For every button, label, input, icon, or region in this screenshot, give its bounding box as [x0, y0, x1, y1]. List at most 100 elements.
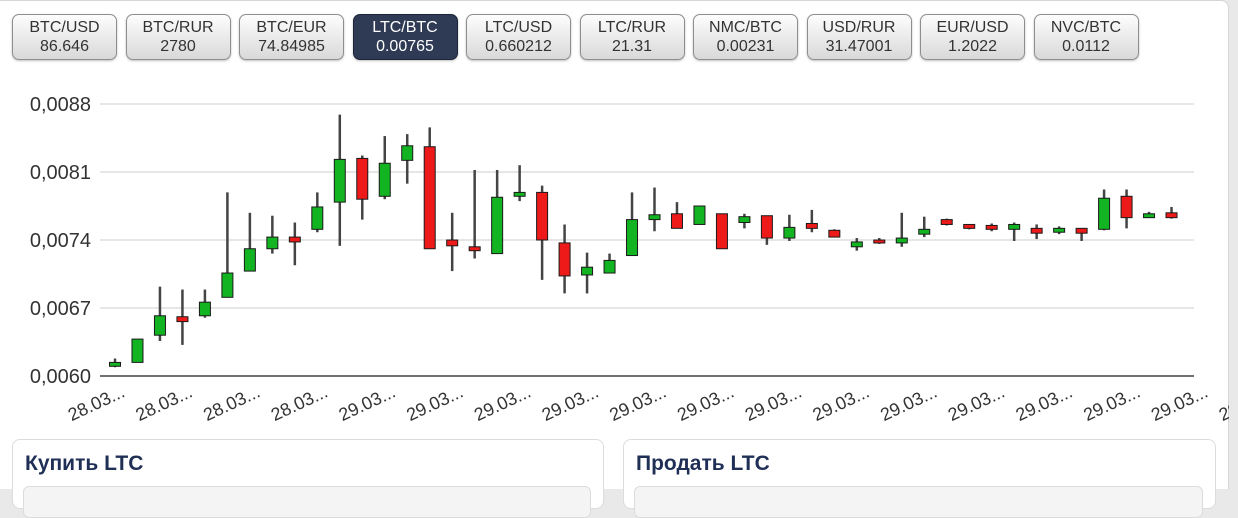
- x-tick-label: 29.03...: [877, 381, 940, 425]
- candle-body: [153, 315, 166, 336]
- candle-body: [198, 301, 211, 317]
- candle-up: [581, 252, 594, 294]
- candle-up: [109, 358, 121, 368]
- pair-tab-usd-rur[interactable]: USD/RUR 31.47001: [806, 14, 912, 60]
- x-tick-label: 29.03...: [674, 381, 737, 425]
- candle-down: [985, 223, 998, 232]
- candle-down: [1075, 227, 1088, 241]
- pair-tab-nmc-btc[interactable]: NMC/BTC 0.00231: [693, 14, 798, 60]
- pair-rate: 74.84985: [258, 38, 325, 55]
- candle-body: [603, 259, 616, 274]
- x-tick-label: 29.03...: [336, 381, 399, 425]
- sell-form: [634, 486, 1203, 518]
- candle-body: [670, 213, 683, 229]
- candle-body: [1120, 195, 1133, 219]
- candle-up: [198, 289, 211, 318]
- candle-up: [693, 205, 706, 225]
- x-tick-label: 28.03...: [268, 381, 331, 425]
- candle-up: [626, 192, 639, 257]
- candle-up: [783, 214, 796, 241]
- candle-up: [221, 192, 234, 298]
- candle-up: [153, 286, 166, 342]
- x-tick-label: 29.03...: [1013, 381, 1076, 425]
- pair-tab-ltc-usd[interactable]: LTC/USD 0.660212: [466, 14, 571, 60]
- candle-up: [491, 170, 504, 255]
- pair-rate: 0.00231: [716, 38, 775, 55]
- candle-up: [918, 216, 931, 238]
- x-tick-label: 29.03...: [606, 381, 669, 425]
- candle-body: [243, 248, 256, 272]
- candle-body: [266, 236, 279, 250]
- y-tick-label: 0,0088: [30, 94, 91, 116]
- candle-body: [940, 219, 953, 225]
- x-tick-label: 29.03...: [1148, 381, 1211, 425]
- candle-down: [963, 223, 976, 230]
- candle-body: [176, 316, 189, 323]
- candle-body: [918, 228, 931, 235]
- candle-body: [468, 246, 481, 252]
- candle-body: [356, 157, 369, 200]
- candle-up: [850, 238, 863, 251]
- pair-name: EUR/USD: [936, 19, 1009, 36]
- candle-up: [333, 114, 346, 246]
- pair-name: LTC/BTC: [372, 19, 438, 36]
- candle-body: [693, 205, 706, 225]
- pair-tab-btc-eur[interactable]: BTC/EUR 74.84985: [239, 14, 344, 60]
- x-tick-label: 28.03...: [200, 381, 263, 425]
- candle-up: [1143, 211, 1156, 219]
- pair-rate: 21.31: [611, 38, 653, 55]
- candle-body: [738, 216, 751, 224]
- candle-body: [311, 206, 324, 230]
- candle-body: [985, 224, 998, 230]
- pair-rate: 2780: [160, 38, 196, 55]
- candle-body: [1143, 213, 1156, 219]
- candle-down: [1165, 206, 1178, 219]
- pair-tab-eur-usd[interactable]: EUR/USD 1.2022: [920, 14, 1025, 60]
- candle-body: [1030, 227, 1043, 234]
- candle-body: [536, 191, 549, 241]
- candle-down: [468, 170, 481, 259]
- pair-tab-btc-rur[interactable]: BTC/RUR 2780: [125, 14, 231, 60]
- candle-body: [581, 266, 594, 276]
- candle-body: [513, 191, 526, 197]
- pair-name: BTC/RUR: [142, 19, 214, 36]
- pair-name: LTC/USD: [484, 19, 553, 36]
- pair-rate: 0.660212: [485, 38, 552, 55]
- pair-tab-btc-usd[interactable]: BTC/USD 86.646: [12, 14, 117, 60]
- candle-up: [603, 253, 616, 274]
- candle-down: [176, 289, 189, 345]
- x-tick-label: 29.03...: [471, 381, 534, 425]
- candle-body: [401, 145, 414, 161]
- pair-rate: 0.00765: [376, 38, 434, 55]
- candle-down: [1120, 189, 1133, 229]
- candle-body: [715, 213, 728, 250]
- candle-body: [1075, 227, 1088, 234]
- candle-up: [266, 215, 279, 254]
- pair-tab-ltc-btc[interactable]: LTC/BTC 0.00765: [352, 14, 458, 60]
- candle-down: [760, 215, 773, 245]
- x-tick-label: 29.03...: [945, 381, 1008, 425]
- buy-form: [23, 486, 591, 518]
- candle-down: [670, 202, 683, 229]
- candle-down: [873, 238, 886, 244]
- x-tick-label: 29.03...: [403, 381, 466, 425]
- candle-body: [895, 237, 908, 244]
- candle-body: [446, 239, 459, 247]
- sell-title: Продать LTC: [636, 452, 770, 475]
- pair-name: NMC/BTC: [709, 19, 782, 36]
- x-tick-label: 29.03...: [742, 381, 805, 425]
- candle-body: [491, 196, 504, 255]
- candle-down: [423, 127, 436, 250]
- candle-down: [356, 155, 369, 220]
- candle-down: [828, 229, 841, 238]
- candle-up: [1098, 189, 1111, 231]
- pair-tab-nvc-btc[interactable]: NVC/BTC 0.0112: [1033, 14, 1139, 60]
- y-tick-label: 0,0081: [30, 162, 91, 184]
- candle-up: [738, 213, 751, 229]
- candle-up: [378, 136, 391, 200]
- pair-tab-ltc-rur[interactable]: LTC/RUR 21.31: [579, 14, 685, 60]
- candle-body: [1165, 212, 1178, 219]
- candle-down: [940, 218, 953, 226]
- candle-body: [963, 223, 976, 229]
- candle-up: [1053, 226, 1066, 235]
